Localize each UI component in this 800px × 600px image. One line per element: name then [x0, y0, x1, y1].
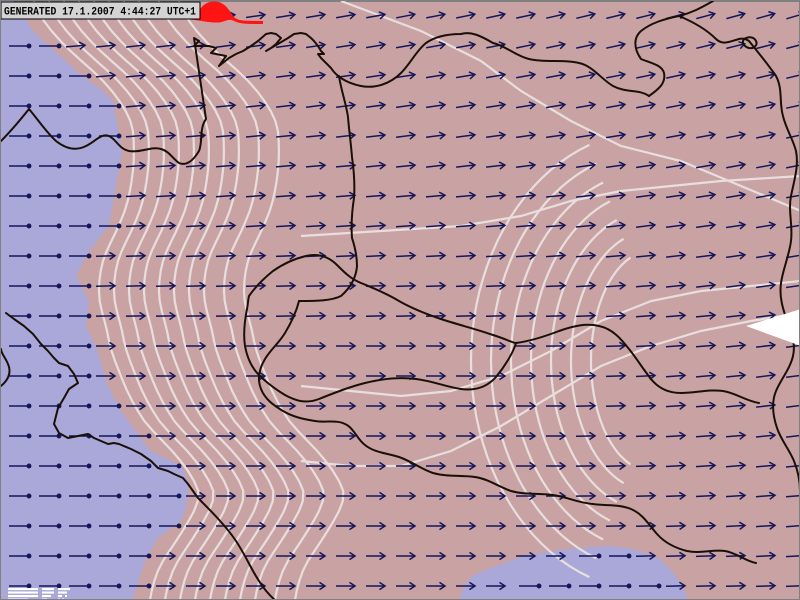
svg-text:GENERATED 17.1.2007 4:44:27 UT: GENERATED 17.1.2007 4:44:27 UTC+1	[4, 7, 196, 19]
